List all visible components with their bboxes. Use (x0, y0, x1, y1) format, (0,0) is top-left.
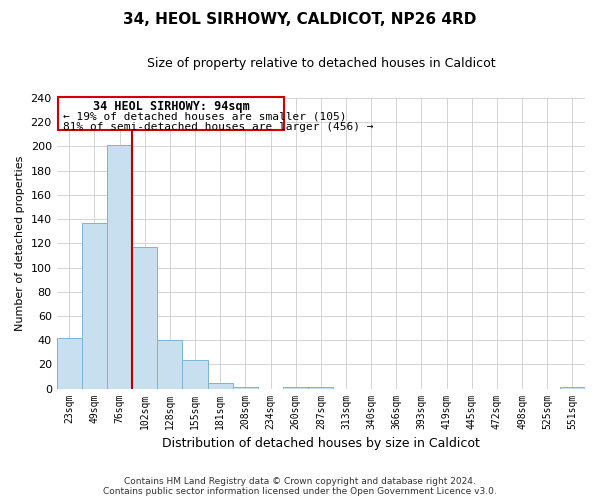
Text: ← 19% of detached houses are smaller (105): ← 19% of detached houses are smaller (10… (63, 112, 346, 122)
Bar (182, 360, 208, 388)
Bar (157, 340, 182, 388)
Text: Contains HM Land Registry data © Crown copyright and database right 2024.: Contains HM Land Registry data © Crown c… (124, 477, 476, 486)
FancyBboxPatch shape (58, 97, 284, 130)
Text: 34, HEOL SIRHOWY, CALDICOT, NP26 4RD: 34, HEOL SIRHOWY, CALDICOT, NP26 4RD (124, 12, 476, 28)
Bar (132, 247, 157, 388)
Bar (82, 222, 107, 388)
Text: 81% of semi-detached houses are larger (456) →: 81% of semi-detached houses are larger (… (63, 122, 373, 132)
Bar (56, 338, 82, 388)
Y-axis label: Number of detached properties: Number of detached properties (15, 156, 25, 331)
X-axis label: Distribution of detached houses by size in Caldicot: Distribution of detached houses by size … (162, 437, 480, 450)
Bar (107, 146, 132, 388)
Bar (208, 382, 233, 388)
Title: Size of property relative to detached houses in Caldicot: Size of property relative to detached ho… (146, 58, 495, 70)
Text: 34 HEOL SIRHOWY: 94sqm: 34 HEOL SIRHOWY: 94sqm (93, 100, 250, 114)
Text: Contains public sector information licensed under the Open Government Licence v3: Contains public sector information licen… (103, 487, 497, 496)
